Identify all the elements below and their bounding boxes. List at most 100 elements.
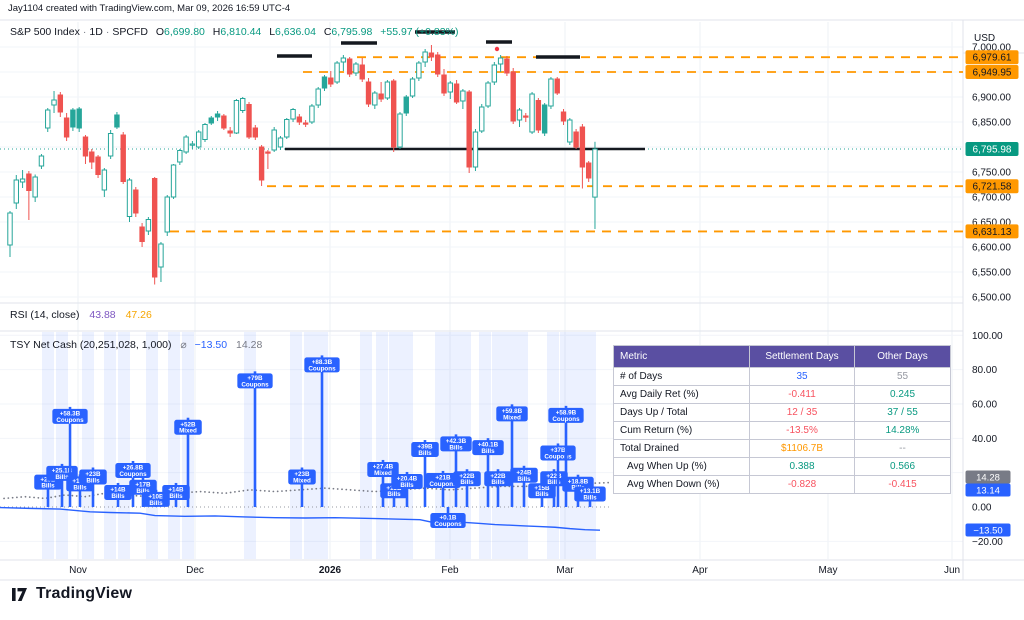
svg-text:+17B: +17B <box>135 481 151 488</box>
metric-label: # of Days <box>613 367 750 386</box>
time-axis-label: Dec <box>186 565 204 576</box>
net-cash-bar <box>405 471 409 507</box>
candle <box>45 109 51 129</box>
svg-text:Bills: Bills <box>149 500 163 507</box>
svg-text:+59.8B: +59.8B <box>502 408 523 415</box>
svg-text:Bills: Bills <box>111 493 125 500</box>
svg-text:Coupons: Coupons <box>56 417 84 424</box>
indicator-value-badge <box>965 470 1011 484</box>
candle <box>13 179 19 204</box>
svg-text:−20.00: −20.00 <box>972 537 1003 548</box>
candle <box>177 150 183 163</box>
candle <box>221 115 227 129</box>
interval[interactable]: 1D <box>89 26 103 38</box>
svg-text:7,000.00: 7,000.00 <box>972 43 1011 54</box>
tsy-value-1: −13.50 <box>194 339 228 351</box>
svg-text:+20.4B: +20.4B <box>397 476 418 483</box>
svg-text:13.14: 13.14 <box>976 486 1000 497</box>
rsi-value-2: 47.26 <box>125 309 152 321</box>
candle <box>592 148 598 198</box>
svg-text:6,750.00: 6,750.00 <box>972 168 1011 179</box>
tradingview-logo[interactable]: TradingView <box>12 585 132 603</box>
candle <box>340 57 347 63</box>
svg-text:+22B: +22B <box>490 473 506 480</box>
rsi-value-1: 43.88 <box>89 309 116 321</box>
svg-text:Coupons: Coupons <box>434 521 462 528</box>
svg-text:+10B: +10B <box>148 493 164 500</box>
candle <box>302 122 309 125</box>
other-days-value: 0.566 <box>854 457 951 476</box>
candle <box>554 78 560 94</box>
settlement-days-value: -0.828 <box>749 475 855 494</box>
rsi-name[interactable]: RSI (14, close) <box>10 309 80 321</box>
candle <box>7 212 13 246</box>
candle <box>240 98 246 111</box>
price-levels <box>0 30 963 233</box>
candle <box>133 189 139 214</box>
high-label: H <box>212 26 221 38</box>
indicator-value-badge <box>965 523 1011 537</box>
svg-text:6,500.00: 6,500.00 <box>972 293 1011 304</box>
svg-text:Coupons: Coupons <box>544 453 572 460</box>
svg-text:Coupons: Coupons <box>241 381 269 388</box>
candle <box>334 62 340 83</box>
settlement-day-bands <box>42 332 596 559</box>
low-value: 6,636.04 <box>275 26 316 38</box>
symbol-name[interactable]: S&P 500 Index <box>10 26 80 38</box>
tsy-indicator-legend[interactable]: TSY Net Cash (20,251,028, 1,000) ⌀ −13.5… <box>10 339 262 351</box>
table-row: Cum Return (%) -13.5% 14.28% <box>613 421 951 440</box>
candle <box>472 131 479 168</box>
svg-text:+23B: +23B <box>294 471 310 478</box>
time-axis[interactable]: Nov Dec 2026 Feb Mar Apr May Jun <box>69 565 960 576</box>
rsi-indicator-legend[interactable]: RSI (14, close) 43.88 47.26 <box>10 309 152 321</box>
net-cash-bar <box>556 443 560 507</box>
candle <box>359 64 365 80</box>
marker-dot <box>494 46 500 52</box>
candle <box>447 82 454 93</box>
table-row: Total Drained $1106.7B -- <box>613 439 951 458</box>
svg-text:Bills: Bills <box>535 491 549 498</box>
table-row: Avg When Down (%) -0.828 -0.415 <box>613 475 951 494</box>
candle <box>585 162 592 179</box>
col-header-settlement-days: Settlement Days <box>749 345 855 368</box>
svg-text:+22B: +22B <box>546 473 562 480</box>
tsy-name[interactable]: TSY Net Cash (20,251,028, 1,000) <box>10 339 172 351</box>
candle <box>497 57 504 65</box>
net-cash-bar <box>60 463 64 507</box>
svg-text:40.00: 40.00 <box>972 434 997 445</box>
candle <box>460 90 466 102</box>
metric-label: Days Up / Total <box>613 403 750 422</box>
svg-text:6,631.13: 6,631.13 <box>973 227 1012 238</box>
svg-text:+13.1B: +13.1B <box>580 488 601 495</box>
candle <box>390 80 397 148</box>
time-axis-label: 2026 <box>319 565 342 576</box>
candle <box>258 146 265 181</box>
net-cash-bar <box>446 507 450 513</box>
svg-text:Bills: Bills <box>41 483 55 490</box>
svg-text:6,700.00: 6,700.00 <box>972 193 1011 204</box>
candle <box>38 155 45 167</box>
svg-text:Bills: Bills <box>460 479 474 486</box>
low-label: L <box>269 26 276 38</box>
candle <box>428 52 435 58</box>
symbol-legend[interactable]: S&P 500 Index · 1D · SPCFD O6,699.80 H6,810.… <box>10 26 458 38</box>
candle <box>510 71 516 122</box>
candle <box>548 78 554 107</box>
svg-text:+21B: +21B <box>435 475 451 482</box>
close-value: 6,795.98 <box>331 26 373 38</box>
svg-text:+40.1B: +40.1B <box>478 442 499 449</box>
candle <box>365 81 372 105</box>
tsy-net-cash-pane: +20BBills+25.1BBills+58.3BCoupons+19BBil… <box>0 355 613 531</box>
svg-text:6,600.00: 6,600.00 <box>972 243 1011 254</box>
svg-text:Coupons: Coupons <box>119 471 147 478</box>
candle <box>214 113 221 118</box>
candle <box>466 91 472 168</box>
table-row: Avg When Up (%) 0.388 0.566 <box>613 457 951 476</box>
